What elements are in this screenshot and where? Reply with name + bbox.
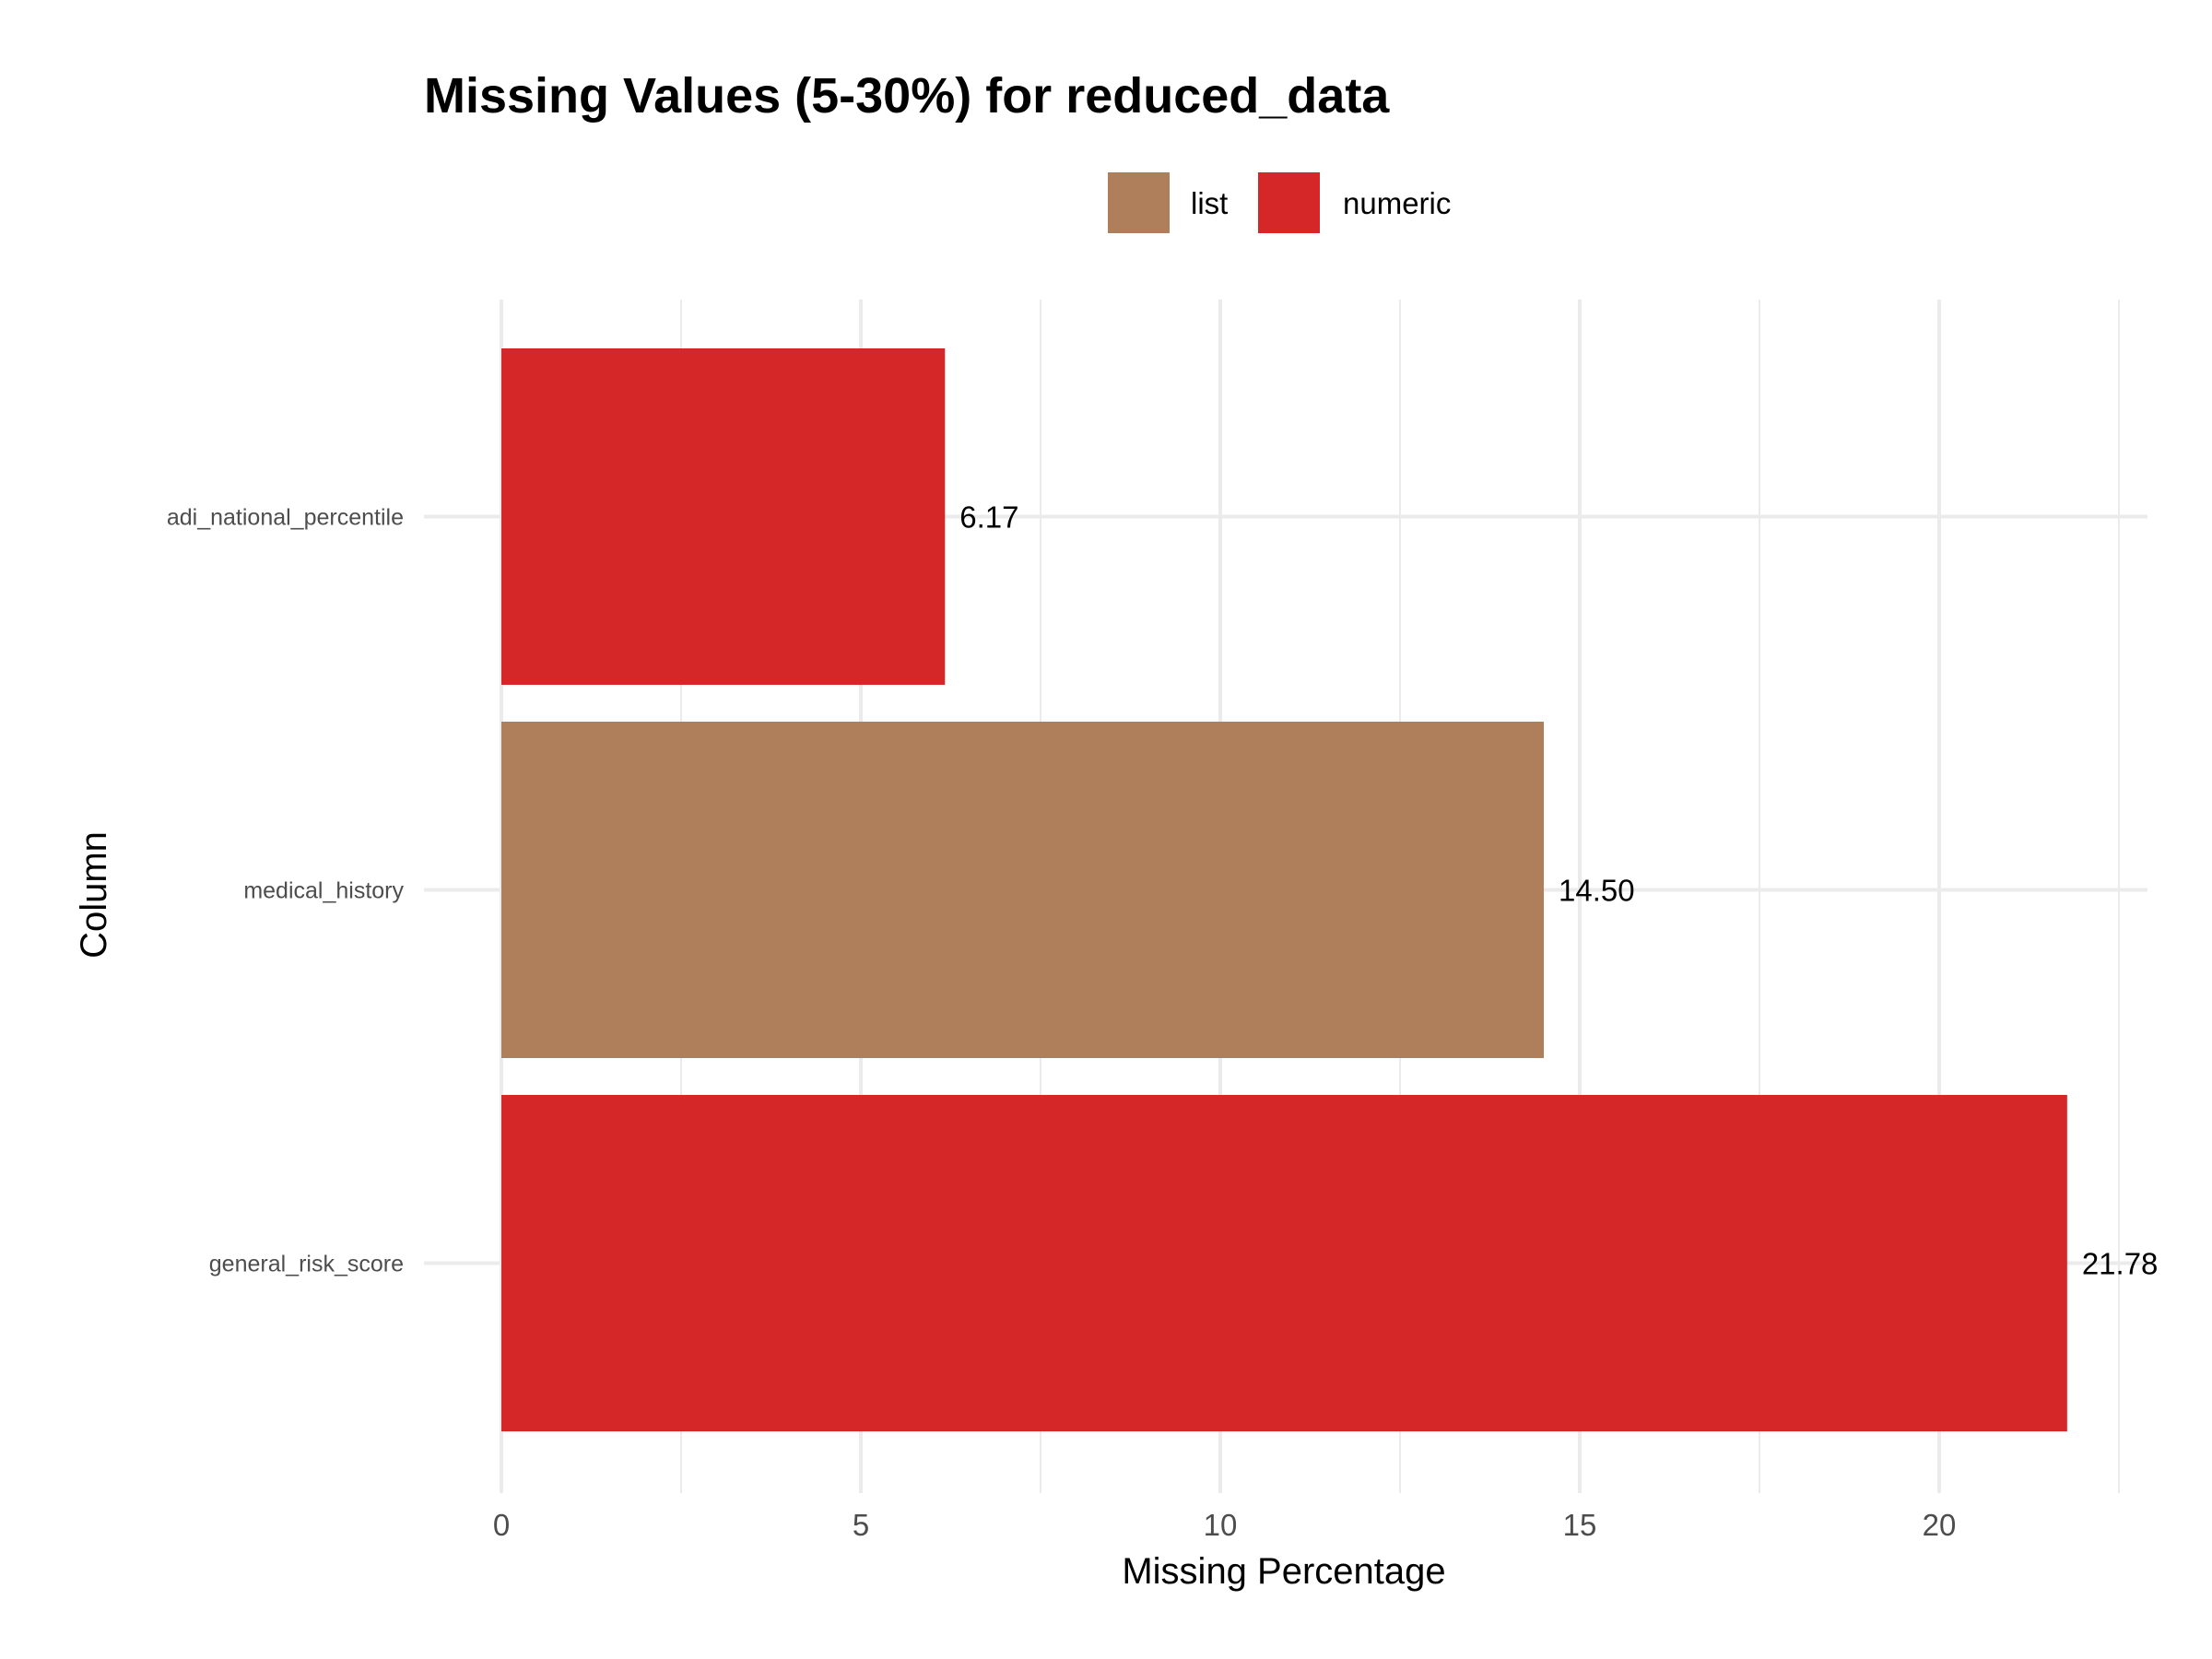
- x-tick-label: 15: [1563, 1508, 1597, 1542]
- bar-general_risk_score: [501, 1095, 2067, 1431]
- data-label-general_risk_score: 21.78: [2082, 1247, 2159, 1281]
- x-tick-label: 0: [493, 1508, 510, 1542]
- legend-swatch-numeric: [1258, 172, 1320, 233]
- x-axis-title: Missing Percentage: [1122, 1551, 1445, 1592]
- legend-label-list: list: [1191, 186, 1228, 220]
- bars: [501, 348, 2067, 1431]
- data-label-medical_history: 14.50: [1559, 874, 1635, 908]
- bar-medical_history: [501, 722, 1544, 1058]
- x-tick-label: 5: [853, 1508, 869, 1542]
- x-axis-ticks: 0 5 10 15 20: [493, 1508, 1957, 1542]
- legend-label-numeric: numeric: [1343, 186, 1451, 220]
- y-tick-label: adi_national_percentile: [167, 505, 404, 531]
- data-label-adi_national_percentile: 6.17: [959, 500, 1018, 535]
- bar-adi_national_percentile: [501, 348, 946, 685]
- chart-title: Missing Values (5-30%) for reduced_data: [424, 68, 1390, 124]
- x-tick-label: 20: [1923, 1508, 1957, 1542]
- x-tick-label: 10: [1204, 1508, 1238, 1542]
- legend: list numeric: [1108, 172, 1451, 233]
- y-axis-title: Column: [74, 831, 114, 959]
- y-tick-label: medical_history: [243, 878, 404, 904]
- data-labels: 6.17 14.50 21.78: [959, 500, 2158, 1281]
- y-axis-ticks: adi_national_percentile medical_historyge…: [167, 505, 405, 1277]
- legend-swatch-list: [1108, 172, 1170, 233]
- y-tick-label: general_risk_score: [209, 1252, 404, 1277]
